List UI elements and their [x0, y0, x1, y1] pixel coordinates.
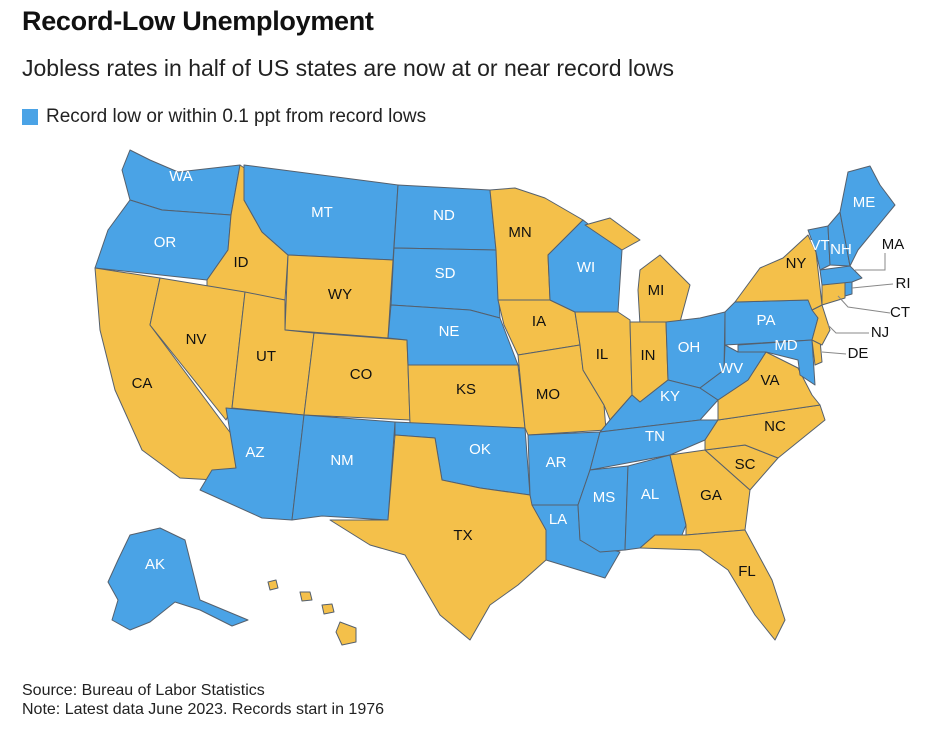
state-label-sd: SD — [435, 265, 456, 282]
leader-line-de — [821, 351, 847, 355]
state-label-me: ME — [853, 194, 876, 211]
state-label-mn: MN — [508, 224, 531, 241]
state-label-ny: NY — [786, 255, 807, 272]
state-label-pa: PA — [757, 312, 776, 329]
state-label-ky: KY — [660, 388, 680, 405]
state-label-ks: KS — [456, 381, 476, 398]
state-label-nm: NM — [330, 452, 353, 469]
state-label-ut: UT — [256, 348, 276, 365]
state-ma — [819, 265, 863, 286]
state-label-ca: CA — [132, 375, 153, 392]
legend: Record low or within 0.1 ppt from record… — [22, 106, 426, 128]
state-label-ia: IA — [532, 313, 546, 330]
state-label-ma: MA — [882, 236, 905, 253]
state-label-wy: WY — [328, 286, 352, 303]
state-label-co: CO — [350, 366, 373, 383]
state-label-nc: NC — [764, 418, 786, 435]
state-label-de: DE — [848, 345, 869, 362]
state-label-fl: FL — [738, 563, 756, 580]
state-label-wi: WI — [577, 259, 595, 276]
state-label-or: OR — [154, 234, 177, 251]
legend-label: Record low or within 0.1 ppt from record… — [46, 106, 427, 127]
state-label-ms: MS — [593, 489, 616, 506]
state-me — [839, 165, 896, 267]
state-nc — [704, 404, 826, 459]
state-label-wv: WV — [719, 360, 743, 377]
data-note: Note: Latest data June 2023. Records sta… — [22, 701, 385, 718]
state-label-ne: NE — [439, 323, 460, 340]
state-fl — [639, 529, 786, 641]
state-label-mt: MT — [311, 204, 333, 221]
state-label-mi: MI — [648, 282, 665, 299]
chart-title: Record-Low Unemployment — [22, 6, 374, 36]
state-label-ak: AK — [145, 556, 165, 573]
state-ny — [734, 234, 823, 311]
state-label-mo: MO — [536, 386, 560, 403]
leader-line-ma — [855, 253, 886, 271]
state-label-al: AL — [641, 486, 659, 503]
state-label-ga: GA — [700, 487, 722, 504]
state-hi — [267, 579, 357, 646]
state-label-oh: OH — [678, 339, 701, 356]
state-ri — [844, 281, 853, 297]
state-label-tn: TN — [645, 428, 665, 445]
state-label-sc: SC — [735, 456, 756, 473]
state-label-ok: OK — [469, 441, 491, 458]
chart-subtitle: Jobless rates in half of US states are n… — [22, 55, 674, 81]
state-nm — [291, 414, 396, 521]
state-label-il: IL — [596, 346, 609, 363]
footer: Source: Bureau of Labor Statistics Note:… — [22, 681, 384, 719]
state-tx — [329, 434, 547, 641]
state-label-vt: VT — [810, 237, 829, 254]
state-label-nv: NV — [186, 331, 207, 348]
state-label-ri: RI — [896, 275, 911, 292]
leader-line-nj — [827, 324, 869, 334]
state-label-la: LA — [549, 511, 567, 528]
state-label-ar: AR — [546, 454, 567, 471]
source-note: Source: Bureau of Labor Statistics — [22, 682, 265, 699]
state-label-ct: CT — [890, 304, 910, 321]
state-label-id: ID — [234, 254, 249, 271]
state-label-nh: NH — [830, 241, 852, 258]
state-ct — [821, 281, 846, 306]
legend-swatch — [22, 109, 38, 125]
leader-line-ct — [837, 295, 891, 314]
state-label-nj: NJ — [871, 324, 889, 341]
leader-line-ri — [851, 283, 894, 289]
state-ak — [107, 527, 249, 631]
state-label-md: MD — [774, 337, 797, 354]
state-label-az: AZ — [245, 444, 264, 461]
state-vt — [807, 225, 831, 271]
state-label-nd: ND — [433, 207, 455, 224]
state-label-va: VA — [761, 372, 780, 389]
state-label-in: IN — [641, 347, 656, 364]
state-label-tx: TX — [453, 527, 472, 544]
state-label-wa: WA — [169, 168, 193, 185]
